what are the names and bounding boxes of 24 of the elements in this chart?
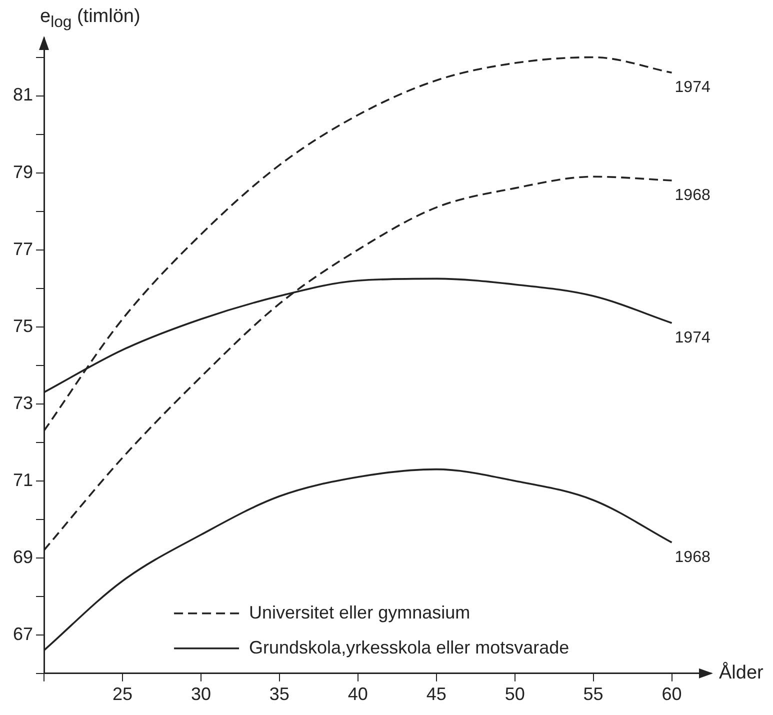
annotation: 1974 — [674, 329, 710, 346]
x-tick-label: 40 — [348, 684, 368, 704]
y-tick-label: 81 — [12, 84, 34, 105]
annotation: 1968 — [674, 186, 710, 204]
x-tick-label: 55 — [583, 684, 604, 704]
y-tick-label: 77 — [12, 238, 34, 259]
annotation: 1974 — [674, 79, 710, 96]
x-tick-label: 30 — [190, 684, 211, 704]
x-tick-label: 45 — [426, 684, 446, 704]
legend-label: Universitet eller gymnasium — [249, 602, 470, 622]
y-tick-label: 75 — [12, 316, 34, 336]
x-tick-label: 50 — [504, 684, 525, 704]
x-tick-label: 25 — [112, 684, 133, 704]
y-tick-label: 67 — [12, 624, 34, 644]
legend-label: Grundskola,yrkesskola eller motsvarade — [249, 637, 570, 658]
y-tick-label: 69 — [12, 546, 34, 567]
x-axis-title: Ålder — [719, 662, 764, 684]
y-tick-label: 73 — [12, 392, 34, 413]
y-tick-label: 71 — [12, 470, 34, 490]
x-tick-label: 60 — [662, 684, 682, 704]
y-axis-title: e$_{log}$ (timlön) — [40, 6, 140, 32]
y-tick-label: 79 — [12, 162, 34, 182]
annotation: 1968 — [674, 548, 710, 566]
x-tick-label: 35 — [269, 684, 290, 704]
